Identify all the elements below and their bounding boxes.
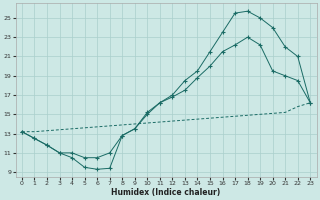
X-axis label: Humidex (Indice chaleur): Humidex (Indice chaleur): [111, 188, 221, 197]
